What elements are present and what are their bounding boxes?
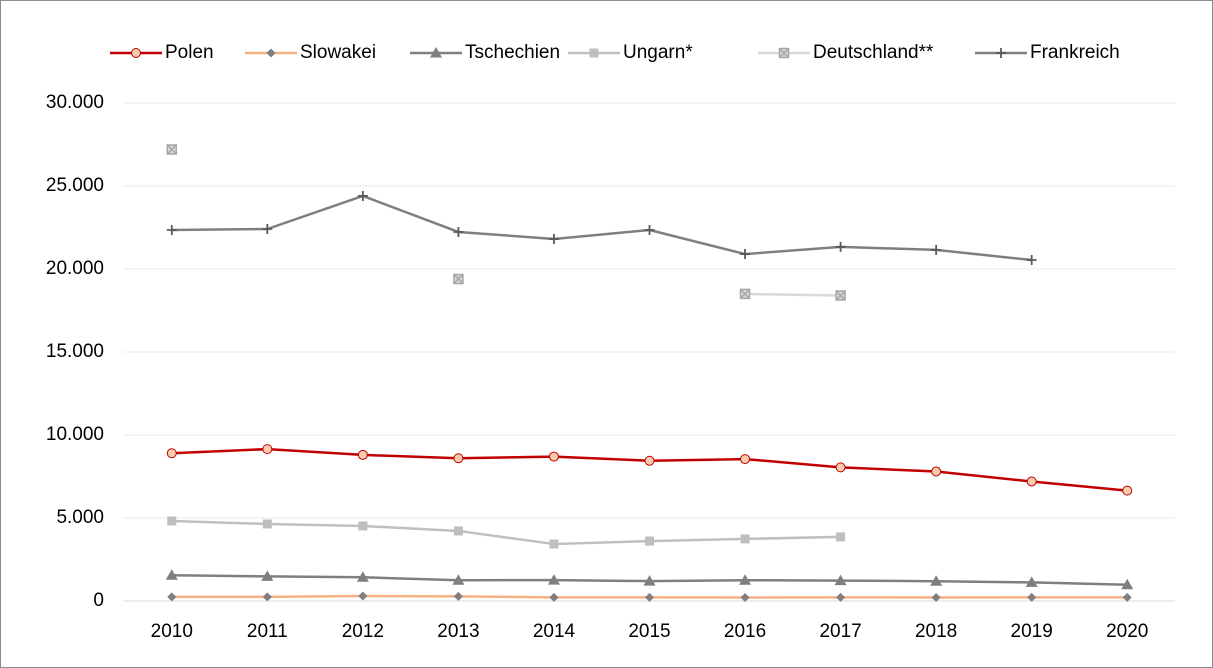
marker bbox=[167, 516, 177, 526]
marker bbox=[643, 575, 656, 586]
marker bbox=[931, 593, 941, 603]
legend-item: Slowakei bbox=[245, 42, 376, 63]
x-tick-label: 2010 bbox=[151, 621, 193, 642]
legend-label: Slowakei bbox=[300, 42, 376, 63]
series-line bbox=[171, 194, 1032, 262]
y-tick-label: 5.000 bbox=[56, 507, 104, 528]
marker bbox=[357, 190, 368, 201]
marker bbox=[740, 534, 750, 544]
marker bbox=[835, 241, 846, 252]
marker bbox=[931, 244, 942, 255]
legend-item: Frankreich bbox=[975, 42, 1120, 63]
x-tick-label: 2017 bbox=[819, 621, 861, 642]
marker bbox=[262, 592, 272, 602]
marker bbox=[167, 592, 177, 602]
marker bbox=[739, 288, 751, 300]
marker bbox=[740, 593, 750, 603]
series-line bbox=[171, 519, 841, 546]
marker bbox=[835, 290, 846, 301]
marker bbox=[778, 47, 790, 59]
marker bbox=[1026, 476, 1037, 487]
x-tick-label: 2019 bbox=[1011, 621, 1053, 642]
x-tick-label: 2011 bbox=[247, 621, 288, 642]
legend-label: Ungarn* bbox=[623, 42, 693, 63]
marker bbox=[1121, 578, 1134, 590]
marker bbox=[453, 273, 464, 285]
marker bbox=[739, 574, 752, 585]
marker bbox=[589, 48, 599, 58]
legend-label: Polen bbox=[165, 42, 214, 63]
x-tick-label: 2015 bbox=[628, 621, 670, 642]
marker bbox=[644, 455, 655, 466]
marker bbox=[644, 224, 655, 235]
marker bbox=[835, 462, 846, 473]
x-tick-label: 2012 bbox=[342, 621, 384, 642]
marker bbox=[452, 574, 465, 585]
marker bbox=[645, 592, 654, 602]
marker bbox=[547, 574, 560, 585]
x-tick-label: 2018 bbox=[915, 621, 957, 642]
marker bbox=[453, 526, 463, 536]
marker bbox=[453, 591, 463, 601]
marker bbox=[548, 233, 559, 244]
y-tick-label: 10.000 bbox=[46, 424, 104, 445]
marker bbox=[549, 539, 559, 549]
marker bbox=[262, 223, 273, 234]
marker bbox=[1122, 485, 1133, 496]
legend-label: Deutschland** bbox=[813, 42, 934, 63]
marker bbox=[453, 453, 464, 464]
y-tick-label: 0 bbox=[93, 590, 104, 611]
marker bbox=[266, 48, 276, 58]
y-tick-label: 30.000 bbox=[46, 92, 104, 113]
y-tick-label: 25.000 bbox=[46, 175, 104, 196]
marker bbox=[548, 451, 559, 462]
marker bbox=[131, 48, 141, 58]
marker bbox=[740, 454, 751, 465]
marker bbox=[834, 574, 847, 586]
marker bbox=[166, 448, 177, 459]
marker bbox=[1027, 592, 1037, 602]
marker bbox=[165, 569, 178, 580]
legend-item: Ungarn* bbox=[568, 42, 693, 63]
marker bbox=[262, 444, 273, 455]
y-tick-label: 15.000 bbox=[46, 341, 104, 362]
marker bbox=[358, 521, 368, 531]
series-line bbox=[745, 292, 841, 297]
marker bbox=[549, 592, 559, 602]
marker bbox=[166, 144, 178, 155]
x-tick-label: 2016 bbox=[724, 621, 766, 642]
legend-item: Tschechien bbox=[410, 42, 560, 63]
marker bbox=[645, 536, 654, 546]
marker bbox=[261, 570, 274, 581]
marker bbox=[996, 48, 1006, 58]
marker bbox=[453, 226, 464, 237]
marker bbox=[166, 224, 177, 235]
marker bbox=[1026, 255, 1037, 266]
legend-label: Frankreich bbox=[1030, 42, 1120, 63]
marker bbox=[930, 575, 943, 586]
marker bbox=[430, 47, 442, 58]
marker bbox=[357, 449, 368, 460]
marker bbox=[836, 532, 846, 542]
marker bbox=[1025, 576, 1038, 587]
marker bbox=[358, 591, 368, 601]
marker bbox=[1122, 592, 1132, 602]
legend-label: Tschechien bbox=[465, 42, 560, 63]
y-tick-label: 20.000 bbox=[46, 258, 104, 279]
marker bbox=[356, 571, 369, 582]
x-tick-label: 2020 bbox=[1106, 621, 1148, 642]
marker bbox=[836, 592, 846, 602]
marker bbox=[262, 519, 272, 529]
marker bbox=[740, 249, 751, 260]
legend-item: Polen bbox=[110, 42, 214, 63]
x-tick-label: 2014 bbox=[533, 621, 576, 642]
legend-item: Deutschland** bbox=[758, 42, 934, 63]
marker bbox=[931, 466, 942, 477]
x-tick-label: 2013 bbox=[437, 621, 479, 642]
